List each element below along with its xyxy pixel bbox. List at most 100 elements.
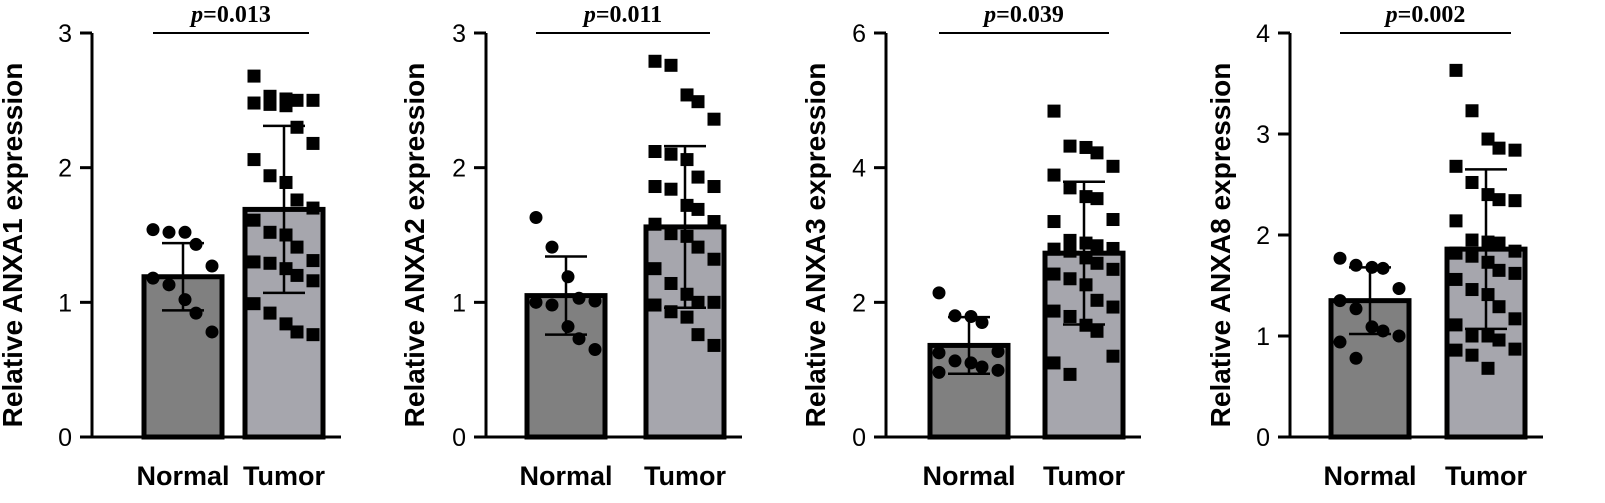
data-point (1106, 213, 1120, 227)
data-point (648, 217, 662, 231)
data-point (1449, 318, 1463, 332)
data-point (948, 309, 962, 323)
data-point (1449, 246, 1463, 260)
data-point (1349, 302, 1363, 316)
data-point (1106, 300, 1120, 314)
data-point (1492, 193, 1506, 207)
y-tick-label: 3 (58, 20, 72, 48)
y-tick-label: 0 (852, 424, 866, 452)
data-point (306, 328, 320, 342)
y-axis-title: Relative ANXA3 expression (800, 63, 831, 428)
data-point (263, 306, 277, 320)
data-point (1392, 329, 1406, 343)
data-point (1492, 141, 1506, 155)
x-tick-label: Normal (1323, 461, 1416, 491)
data-point (1090, 256, 1104, 270)
points-normal (1333, 251, 1406, 365)
y-tick-label: 0 (452, 424, 466, 452)
data-point (1449, 159, 1463, 173)
data-point (1449, 343, 1463, 357)
data-point (247, 297, 261, 311)
data-point (664, 58, 678, 72)
data-point (1106, 262, 1120, 276)
data-point (290, 325, 304, 339)
data-point (1063, 139, 1077, 153)
data-point (306, 254, 320, 268)
data-point (1079, 278, 1093, 292)
data-point (1090, 293, 1104, 307)
data-point (189, 237, 203, 251)
data-point (1090, 324, 1104, 338)
data-point (664, 227, 678, 241)
data-point (991, 344, 1005, 358)
data-point (691, 295, 705, 309)
points-tumor (1449, 63, 1522, 375)
data-point (1063, 233, 1077, 247)
data-point (1090, 192, 1104, 206)
data-point (1047, 104, 1061, 118)
data-point (561, 270, 575, 284)
data-point (178, 293, 192, 307)
data-point (1508, 244, 1522, 258)
y-tick-label: 0 (1256, 424, 1270, 452)
panel-4: Normal Tumor 0 1 2 3 4 Relative ANXA8 expressio… (1205, 2, 1543, 491)
x-tick-label: Tumor (644, 461, 726, 491)
y-tick-label: 2 (852, 289, 866, 317)
points-tumor (648, 54, 721, 352)
x-tick-label: Tumor (243, 461, 325, 491)
data-point (964, 309, 978, 323)
data-point (707, 215, 721, 229)
data-point (948, 354, 962, 368)
data-point (1079, 236, 1093, 250)
data-point (306, 201, 320, 215)
data-point (1481, 255, 1495, 269)
points-normal (932, 286, 1005, 379)
data-point (1063, 367, 1077, 381)
data-point (247, 96, 261, 110)
data-point (146, 271, 160, 285)
p-value-label: p=0.013 (189, 2, 271, 28)
y-axis-title: Relative ANXA1 expression (0, 63, 28, 428)
data-point (178, 225, 192, 239)
data-point (1047, 242, 1061, 256)
data-point (1492, 236, 1506, 250)
data-point (1376, 324, 1390, 338)
data-point (1047, 215, 1061, 229)
data-point (680, 310, 694, 324)
data-point (1106, 241, 1120, 255)
data-point (162, 278, 176, 292)
data-point (306, 93, 320, 107)
data-point (664, 147, 678, 161)
y-tick-label: 1 (452, 289, 466, 317)
x-tick-label: Normal (136, 461, 229, 491)
data-point (1492, 263, 1506, 277)
data-point (545, 240, 559, 254)
data-point (279, 175, 293, 189)
data-point (691, 202, 705, 216)
data-point (572, 291, 586, 305)
data-point (1333, 294, 1347, 308)
x-tick-label: Tumor (1445, 461, 1527, 491)
panel-2: Normal Tumor 0 1 2 3 Relative ANXA2 expression… (399, 2, 742, 491)
data-point (1508, 342, 1522, 356)
p-value-label: p=0.011 (582, 2, 662, 28)
data-point (932, 346, 946, 360)
data-point (1465, 348, 1479, 362)
data-point (1481, 188, 1495, 202)
y-tick-label: 3 (1256, 121, 1270, 149)
data-point (1090, 239, 1104, 253)
data-point (561, 320, 575, 334)
data-point (1481, 329, 1495, 343)
data-point (1333, 251, 1347, 265)
data-point (680, 153, 694, 167)
data-point (975, 316, 989, 330)
data-point (648, 180, 662, 194)
data-point (1465, 329, 1479, 343)
data-point (588, 294, 602, 308)
data-point (263, 256, 277, 270)
x-tick-label: Normal (922, 461, 1015, 491)
data-point (247, 153, 261, 167)
data-point (691, 95, 705, 109)
data-point (529, 295, 543, 309)
data-point (932, 365, 946, 379)
